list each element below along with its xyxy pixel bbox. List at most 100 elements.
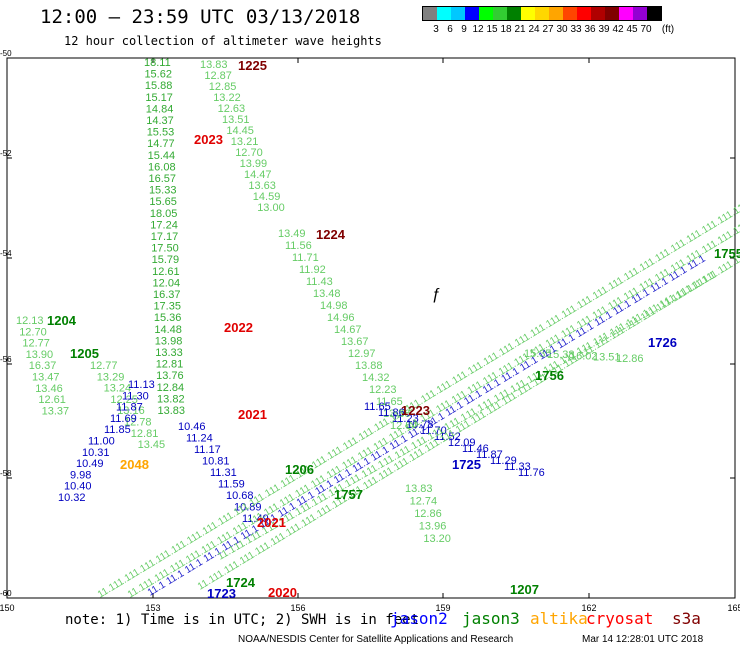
legend-swatch [577, 7, 591, 20]
jason2-value: 11.69 [110, 413, 137, 425]
track-value: 15.88 [145, 80, 173, 92]
mission-jason3: jason3 [462, 609, 520, 628]
legend-label: 39 [598, 24, 610, 35]
swath-mark: 11.1 [736, 215, 740, 234]
map-title: 12:00 – 23:59 UTC 03/13/2018 [40, 6, 361, 28]
track-value: 13.49 [278, 228, 306, 240]
footer-note: note: 1) Time is in UTC; 2) SWH is in fe… [65, 612, 420, 628]
track-value: 11.92 [299, 264, 326, 276]
track-value: 15.65 [149, 196, 177, 208]
track-value: 12.84 [390, 420, 418, 432]
lat-label: -56 [0, 355, 12, 364]
legend-swatch [619, 7, 633, 20]
legend-label: 42 [612, 24, 624, 35]
track-value: 13.51 [222, 114, 250, 126]
track-value: 12.23 [369, 384, 397, 396]
track-value: 12.77 [90, 360, 118, 372]
legend-swatch [535, 7, 549, 20]
track-value: 11.71 [292, 252, 319, 264]
track-value: 18.05 [150, 208, 178, 220]
track-value: 11.43 [306, 276, 333, 288]
track-value: 15.44 [148, 150, 176, 162]
time-label: 2021 [238, 407, 267, 422]
track-value: 17.50 [151, 243, 179, 255]
track-value: 13.83 [200, 59, 228, 71]
legend-swatches [422, 6, 662, 21]
track-value: 13.22 [213, 92, 241, 104]
track-value: 13.36 [383, 408, 411, 420]
track-value: 13.46 [35, 383, 63, 395]
lat-label: -50 [0, 49, 12, 58]
legend-swatch [451, 7, 465, 20]
track-value: 16.37 [29, 360, 57, 372]
time-label: 1206 [285, 462, 314, 477]
track-value: 15.53 [147, 127, 175, 139]
jason2-value: 11.85 [104, 424, 131, 436]
legend-swatch [465, 7, 479, 20]
legend-swatch [437, 7, 451, 20]
swath-mark: 11.1 [736, 195, 740, 214]
lon-label: 150 [0, 603, 15, 613]
legend-swatch [423, 7, 437, 20]
legend-swatch [549, 7, 563, 20]
legend-label: 15 [486, 24, 498, 35]
swath-mark: 11.1 [736, 245, 740, 264]
track-value: 12.86 [616, 353, 644, 365]
legend-swatch [647, 7, 661, 20]
track-value: 13.24 [104, 383, 132, 395]
track-value: 13.29 [97, 371, 125, 383]
time-label: 1725 [452, 457, 481, 472]
jason2-value: 11.52 [434, 431, 461, 443]
track-value: 14.32 [362, 372, 390, 384]
mission-altika: altika [530, 609, 588, 628]
mission-s3a: s3a [672, 609, 701, 628]
time-label: 2022 [224, 320, 253, 335]
jason2-value: 11.00 [88, 436, 115, 448]
track-value: 12.86 [414, 508, 442, 520]
track-value: 15.33 [149, 185, 177, 197]
track-value: 11.65 [376, 396, 403, 408]
legend-label: 45 [626, 24, 638, 35]
time-label: 1724 [226, 575, 256, 590]
lat-label: -60 [0, 589, 12, 598]
jason2-value: 11.65 [364, 401, 391, 413]
jason2-value: 10.40 [64, 481, 92, 493]
time-label: 1204 [47, 313, 77, 328]
jason2-value: 11.13 [128, 379, 155, 391]
jason2-value: 11.30 [122, 390, 149, 402]
jason2-value: 10.68 [226, 490, 254, 502]
track-value: 16.02 [570, 350, 598, 362]
jason2-value: 10.89 [234, 502, 262, 514]
track-value: 14.77 [147, 138, 175, 150]
legend-swatch [493, 7, 507, 20]
track-value: 14.98 [320, 300, 348, 312]
jason2-value: 11.59 [218, 479, 245, 491]
time-label: 2021 [257, 515, 286, 530]
legend-label: 18 [500, 24, 512, 35]
track-value: 13.90 [26, 349, 54, 361]
mission-cryosat: cryosat [586, 609, 654, 628]
track-value: 13.76 [156, 370, 184, 382]
jason2-value: 11.86 [378, 407, 405, 419]
track-value: 13.83 [405, 483, 433, 495]
track-value: 14.37 [146, 115, 174, 127]
legend-label: 9 [461, 24, 467, 35]
track-value: 15.35 [524, 348, 552, 360]
track-value: 13.47 [32, 372, 60, 384]
legend-swatch [507, 7, 521, 20]
track-value: 16.57 [149, 173, 177, 185]
jason2-value: 10.49 [76, 458, 104, 470]
track-value: 12.13 [16, 315, 44, 327]
legend-labels: 3 6 9 12 15 18 21 24 27 30 33 36 39 42 45 70 (ft) [422, 24, 740, 38]
lat-label: -54 [0, 249, 12, 258]
jason2-value: 10.31 [82, 447, 110, 459]
track-value: 13.83 [158, 405, 186, 417]
legend-swatch [521, 7, 535, 20]
time-label: 1205 [70, 346, 99, 361]
track-value: 17.24 [150, 219, 178, 231]
track-value: 15.17 [145, 92, 173, 104]
lon-label: 153 [145, 603, 160, 613]
lon-label: 156 [290, 603, 305, 613]
track-value: 13.63 [248, 180, 276, 192]
